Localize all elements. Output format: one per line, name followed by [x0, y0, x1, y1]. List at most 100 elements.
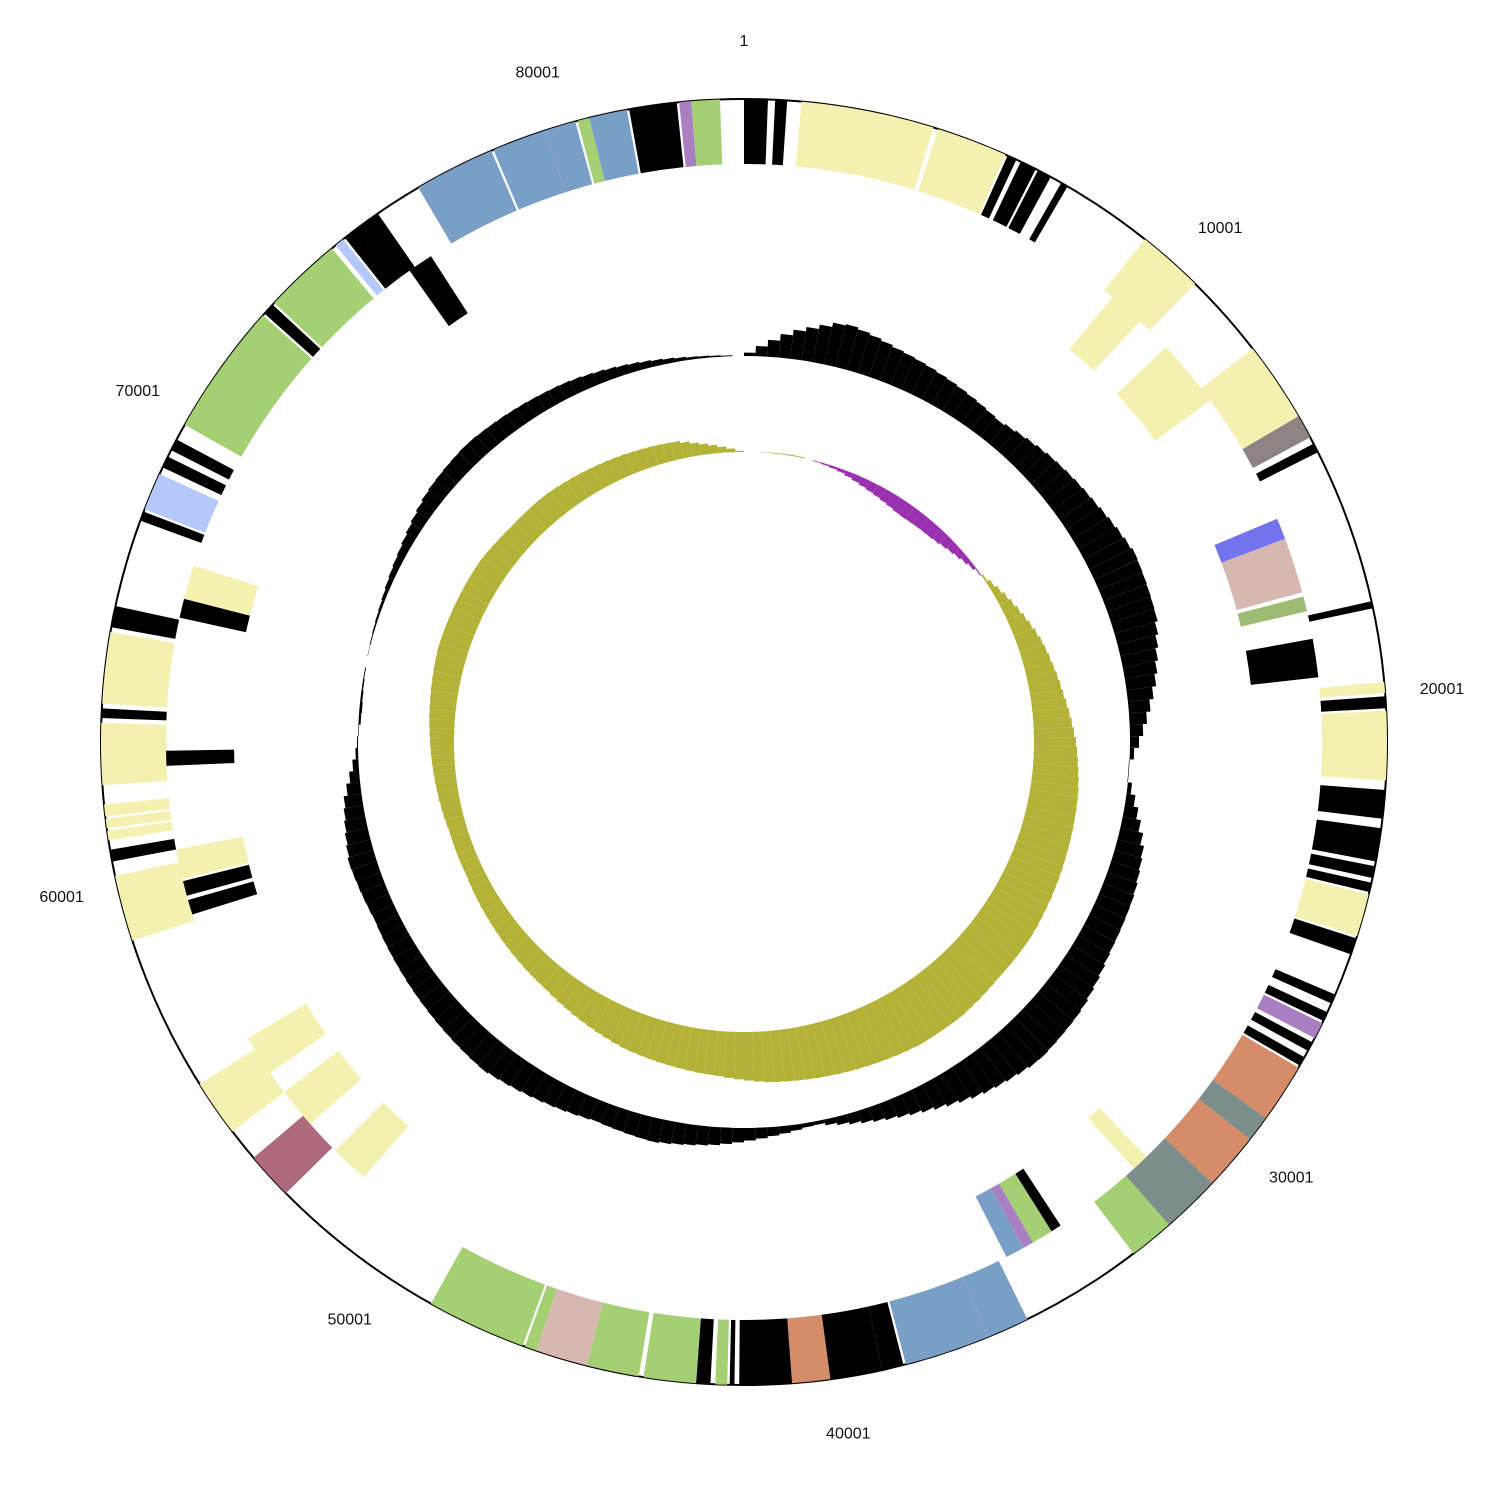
- forward-gene-feature: [144, 473, 219, 533]
- gc-skew-bar: [851, 473, 862, 484]
- gc-skew-bar: [460, 855, 481, 872]
- gc-skew-bar: [907, 976, 950, 1032]
- gc-skew-bar: [1010, 620, 1033, 637]
- gc-skew-bar: [628, 1013, 651, 1054]
- gc-skew-bar: [1026, 670, 1059, 686]
- gc-skew-bar: [542, 966, 567, 993]
- gc-skew-bar: [787, 1027, 806, 1081]
- forward-gene-feature: [171, 439, 234, 480]
- gc-content-bar: [1023, 1000, 1066, 1041]
- gc-content-bar: [1126, 782, 1133, 795]
- gc-skew-bar: [466, 573, 498, 597]
- gc-content-bar: [343, 793, 364, 809]
- forward-gene-feature: [577, 117, 605, 184]
- gc-skew-bar: [1028, 789, 1079, 808]
- forward-gene-feature: [868, 1301, 904, 1370]
- gc-content-bar: [1117, 635, 1159, 657]
- gc-content-bar: [709, 355, 721, 358]
- gc-content-bar: [343, 805, 366, 821]
- forward-gene-feature: [344, 213, 415, 289]
- gc-content-bar: [980, 417, 1005, 444]
- gc-skew-bar: [479, 894, 502, 913]
- gc-skew-bar: [885, 990, 924, 1048]
- gc-skew-bar: [713, 1030, 727, 1077]
- gc-content-bar: [1038, 982, 1082, 1021]
- gc-content-bar: [1094, 893, 1131, 919]
- gc-skew-bar: [689, 442, 701, 457]
- forward-gene-feature: [545, 121, 593, 193]
- forward-gene-feature: [140, 511, 205, 543]
- forward-gene-feature: [1212, 1034, 1299, 1118]
- gc-content-bar: [901, 1089, 922, 1116]
- forward-gene-feature: [1320, 696, 1387, 712]
- gc-skew-bar: [462, 582, 493, 605]
- gc-skew-bar: [872, 484, 886, 499]
- gc-skew-bar: [981, 574, 988, 583]
- gc-skew-bar: [1024, 806, 1076, 828]
- gc-skew-bar: [968, 561, 977, 571]
- gc-skew-bar: [514, 516, 541, 542]
- gc-skew-bar: [574, 471, 596, 498]
- gc-content-bar: [1129, 724, 1144, 737]
- gc-content-bar: [890, 352, 916, 390]
- gc-skew-bar: [680, 441, 693, 459]
- gc-skew-bar: [699, 443, 710, 456]
- gc-content-bar: [1120, 648, 1159, 668]
- gc-content-bar: [371, 904, 399, 926]
- gc-content-bar: [646, 1117, 664, 1144]
- gc-skew-bar: [626, 450, 643, 474]
- gc-content-bar: [347, 850, 377, 870]
- gc-content-bar: [356, 736, 359, 748]
- gc-skew-bar: [433, 661, 464, 678]
- gc-skew-bar: [708, 444, 718, 455]
- gc-skew-bar: [1022, 814, 1074, 838]
- forward-gene-feature: [691, 99, 723, 166]
- gc-skew-bar: [434, 652, 466, 670]
- gc-content-bar: [352, 759, 360, 772]
- gc-content-bar: [499, 1054, 527, 1087]
- gc-content-bar: [744, 352, 756, 357]
- gc-skew-bar: [454, 839, 475, 855]
- gc-skew-bar: [861, 1003, 896, 1061]
- gc-content-bar: [911, 1084, 934, 1113]
- gc-skew-bar: [1022, 653, 1052, 670]
- forward-gene-feature: [1250, 1012, 1313, 1051]
- gc-skew-bar: [812, 460, 822, 464]
- gc-content-bar: [358, 713, 362, 725]
- gc-skew-bar: [435, 780, 458, 793]
- gc-content-bar: [635, 1114, 653, 1140]
- gc-content-bar: [427, 480, 450, 502]
- gc-content-bar: [346, 839, 374, 858]
- gc-skew-bar: [1003, 863, 1057, 896]
- gc-content-bar: [415, 501, 436, 520]
- gc-content-bar: [989, 1032, 1028, 1076]
- gc-skew-bar: [1013, 627, 1038, 645]
- gc-skew-bar: [521, 509, 547, 536]
- reverse-gene-feature: [188, 881, 258, 915]
- gc-skew-bar: [430, 680, 460, 695]
- forward-gene-feature: [105, 811, 172, 829]
- gc-skew-bar: [489, 908, 512, 929]
- gc-skew-bar: [464, 863, 485, 880]
- forward-gene-feature: [1317, 785, 1386, 819]
- gc-skew-bar: [947, 942, 996, 990]
- gc-content-bar: [901, 358, 927, 395]
- gc-content-bar: [931, 1073, 959, 1107]
- gc-content-bar: [1122, 661, 1158, 679]
- forward-gene-feature: [787, 1314, 831, 1384]
- gc-skew-bar: [946, 541, 960, 555]
- gc-content-bar: [360, 690, 364, 702]
- gc-content-bar: [366, 893, 394, 915]
- gc-skew-bar: [1024, 661, 1055, 678]
- gc-content-bar: [361, 678, 365, 691]
- gc-content-bar: [970, 1047, 1006, 1089]
- gc-content-bar: [401, 533, 416, 549]
- gc-content-bar: [951, 393, 977, 424]
- gc-content-bar: [980, 1040, 1017, 1082]
- position-label: 60001: [39, 889, 84, 906]
- gc-skew-bar: [899, 502, 915, 520]
- forward-gene-feature: [1104, 239, 1196, 331]
- gc-content-bar: [707, 1126, 721, 1146]
- gc-content-bar: [1014, 444, 1046, 476]
